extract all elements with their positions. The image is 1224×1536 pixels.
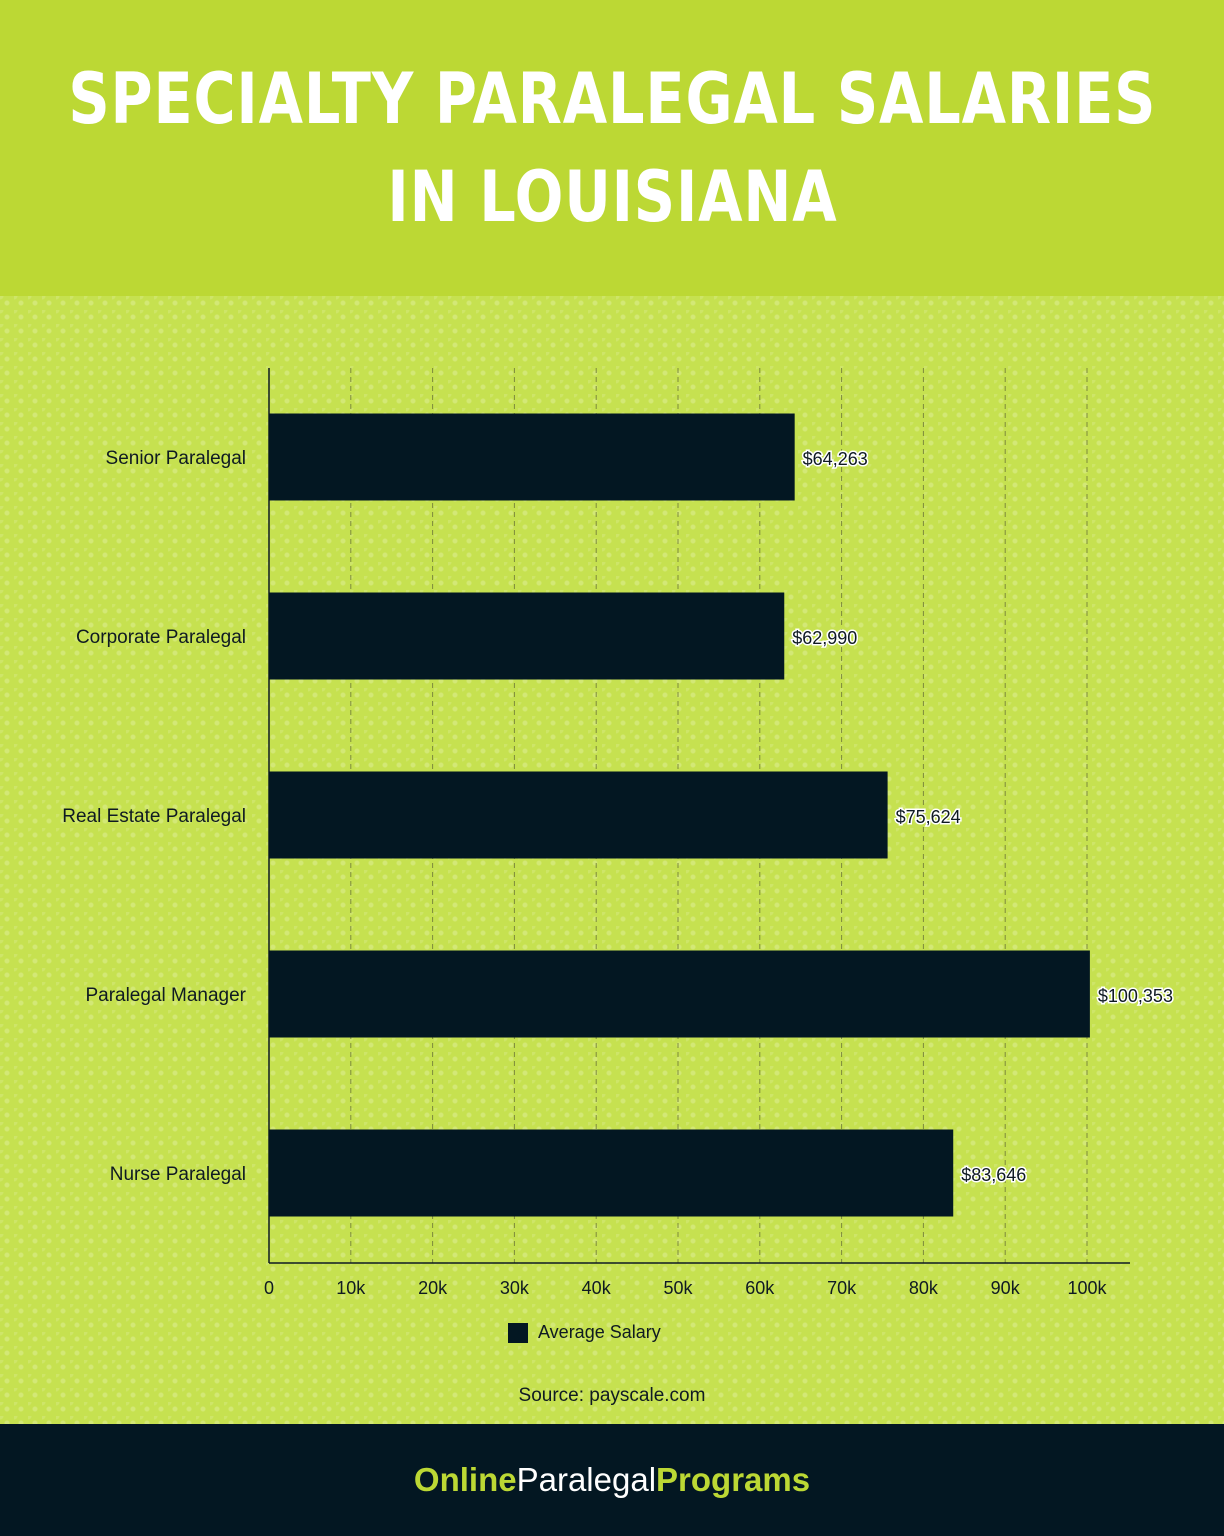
data-label: $62,990 [792, 628, 857, 648]
data-label: $83,646 [961, 1165, 1026, 1185]
legend-swatch [508, 1322, 528, 1343]
x-tick-label: 30k [500, 1278, 530, 1298]
category-label: Paralegal Manager [85, 985, 246, 1006]
source-note: Source: payscale.com [518, 1385, 706, 1406]
brand-paralegal: Paralegal [516, 1461, 657, 1498]
x-tick-label: 100k [1067, 1278, 1107, 1298]
x-tick-label: 90k [991, 1278, 1021, 1298]
data-label: $75,624 [896, 807, 961, 827]
chart-legend: Average Salary [508, 1322, 661, 1343]
bar [269, 1129, 954, 1217]
bar [269, 950, 1090, 1038]
x-tick-label: 10k [336, 1278, 366, 1298]
bar [269, 771, 888, 859]
category-label: Nurse Paralegal [110, 1164, 246, 1185]
bar [269, 413, 795, 501]
page-title-line-2: IN LOUISIANA [386, 156, 838, 238]
x-tick-label: 20k [418, 1278, 448, 1298]
x-tick-label: 50k [663, 1278, 693, 1298]
x-tick-label: 80k [909, 1278, 939, 1298]
header-banner: SPECIALTY PARALEGAL SALARIES IN LOUISIAN… [0, 0, 1224, 296]
brand-online: Online [413, 1461, 517, 1498]
category-label: Corporate Paralegal [76, 627, 246, 648]
page-title-line-1: SPECIALTY PARALEGAL SALARIES [68, 58, 1156, 140]
legend-label: Average Salary [538, 1322, 661, 1342]
category-label: Senior Paralegal [106, 448, 246, 469]
x-tick-label: 0 [264, 1278, 274, 1298]
footer-brand: Online Paralegal Programs [0, 1424, 1224, 1536]
x-tick-label: 60k [745, 1278, 775, 1298]
bar [269, 592, 785, 680]
data-label: $100,353 [1098, 986, 1173, 1006]
category-label: Real Estate Paralegal [62, 806, 246, 827]
x-tick-label: 40k [582, 1278, 612, 1298]
x-tick-label: 70k [827, 1278, 857, 1298]
brand-programs: Programs [656, 1461, 811, 1498]
data-label: $64,263 [803, 449, 868, 469]
